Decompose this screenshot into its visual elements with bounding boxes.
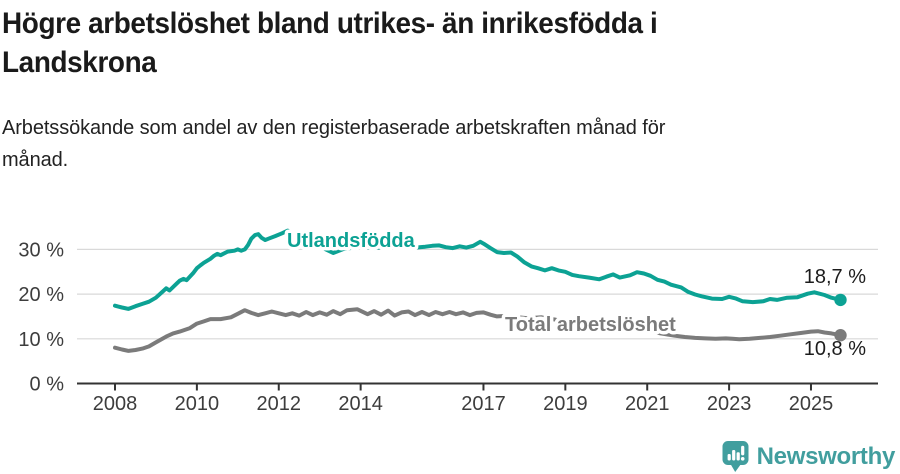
series-lines — [113, 228, 843, 353]
line-chart: 0 % 10 % 20 % 30 % 2008 2010 2012 2014 2017 2019 2… — [18, 227, 878, 415]
x-tick-label: 2025 — [789, 393, 834, 415]
x-tick-label: 2010 — [175, 393, 220, 415]
tick-labels: 0 % 10 % 20 % 30 % 2008 2010 2012 2014 2017 2019 2… — [18, 239, 833, 415]
subtitle-line-2: månad. — [2, 149, 69, 171]
axes — [77, 382, 878, 391]
end-dots — [834, 293, 847, 342]
subtitle-line-1: Arbetssökande som andel av den registerb… — [2, 117, 666, 139]
x-tick-label: 2008 — [93, 393, 138, 415]
end-value-label-1: 10,8 % — [804, 338, 866, 360]
title-line-2: Landskrona — [2, 46, 157, 79]
series-label-0: Utlandsfödda — [287, 230, 416, 252]
title-line-1: Högre arbetslöshet bland utrikes- än inr… — [2, 7, 658, 40]
brand-name: Newsworthy — [756, 442, 896, 470]
x-tick-label: 2017 — [461, 393, 506, 415]
y-tick-label: 20 % — [18, 284, 64, 306]
page-title: Högre arbetslöshet bland utrikes- än inr… — [2, 4, 658, 82]
x-tick-label: 2021 — [625, 393, 670, 415]
brand-footer: Newsworthy — [722, 440, 895, 473]
x-tick-label: 2019 — [543, 393, 588, 415]
series-end-dot-1 — [834, 329, 847, 342]
end-value-labels: 18,7 % 10,8 % — [804, 266, 866, 360]
series-end-dot-0 — [834, 293, 847, 307]
series-label-1: Total arbetslöshet — [505, 314, 676, 336]
series-line-0 — [113, 228, 843, 311]
x-tick-label: 2012 — [257, 393, 302, 415]
y-tick-label: 0 % — [30, 374, 65, 396]
y-tick-label: 30 % — [18, 239, 64, 261]
bar-chart-speech-bubble-icon — [722, 441, 749, 472]
x-tick-label: 2014 — [338, 393, 383, 415]
x-tick-label: 2023 — [707, 393, 752, 415]
end-value-label-0: 18,7 % — [804, 266, 866, 288]
series-line-1 — [113, 307, 843, 353]
y-tick-label: 10 % — [18, 329, 64, 351]
chart-subtitle: Arbetssökande som andel av den registerb… — [2, 112, 665, 176]
series-labels: Utlandsfödda Total arbetslöshet — [284, 227, 680, 340]
